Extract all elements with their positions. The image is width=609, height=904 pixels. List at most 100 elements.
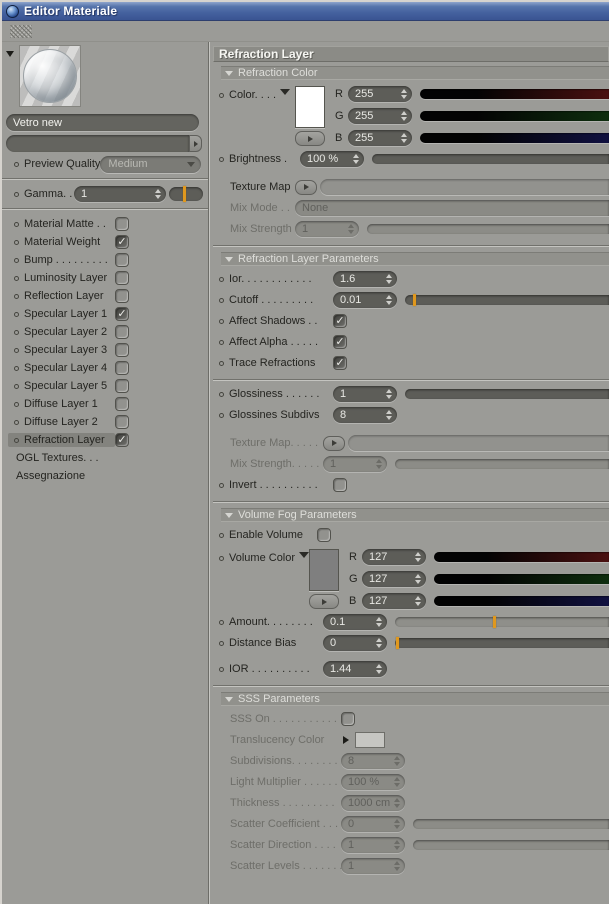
channel-label[interactable]: Material Weight	[24, 236, 101, 248]
amount-spinner[interactable]: 0.1	[323, 614, 387, 630]
channel-row-specular-layer-1[interactable]: Specular Layer 1	[2, 305, 208, 323]
channel-checkbox[interactable]	[115, 379, 129, 393]
green-spinner[interactable]: 255	[348, 108, 412, 124]
volume-green-slider[interactable]	[434, 574, 609, 584]
scatter-levels-spinner[interactable]: 1	[341, 858, 405, 874]
channel-row-diffuse-layer-1[interactable]: Diffuse Layer 1	[2, 395, 208, 413]
anim-dot-icon[interactable]	[14, 401, 19, 407]
material-preview[interactable]	[19, 45, 81, 107]
drag-grip-icon[interactable]	[10, 24, 32, 38]
anim-dot-icon[interactable]	[14, 437, 19, 443]
section-header-refraction-params[interactable]: Refraction Layer Parameters	[221, 252, 609, 266]
channel-label[interactable]: Specular Layer 3	[24, 344, 108, 356]
amount-slider[interactable]	[395, 616, 609, 628]
spinner-arrows-icon[interactable]	[376, 638, 382, 648]
spinner-arrows-icon[interactable]	[386, 295, 392, 305]
spinner-arrows-icon[interactable]	[386, 389, 392, 399]
anim-dot-icon[interactable]	[14, 239, 19, 245]
channel-row-material-weight[interactable]: Material Weight	[2, 233, 208, 251]
scatter-coefficient-spinner[interactable]: 0	[341, 816, 405, 832]
channel-checkbox[interactable]	[115, 217, 129, 231]
texture-arrow-button[interactable]	[295, 131, 325, 146]
channel-checkbox[interactable]	[115, 253, 129, 267]
anim-dot-icon[interactable]	[14, 311, 19, 317]
scatter-direction-slider[interactable]	[413, 840, 609, 850]
blue-spinner[interactable]: 255	[348, 130, 412, 146]
channel-row-specular-layer-2[interactable]: Specular Layer 2	[2, 323, 208, 341]
scatter-coefficient-slider[interactable]	[413, 819, 609, 829]
gamma-spinner[interactable]: 1	[74, 186, 166, 202]
volume-texture-arrow-button[interactable]	[309, 594, 339, 609]
channel-checkbox[interactable]	[115, 397, 129, 411]
anim-dot-icon[interactable]	[219, 532, 224, 538]
brightness-slider[interactable]	[372, 154, 609, 164]
panel-divider[interactable]	[208, 42, 210, 904]
spinner-arrows-icon[interactable]	[376, 664, 382, 674]
channel-checkbox[interactable]	[115, 307, 129, 321]
channel-row-reflection-layer[interactable]: Reflection Layer	[2, 287, 208, 305]
cutoff-slider-handle[interactable]	[413, 294, 417, 306]
distance-bias-slider-handle[interactable]	[396, 637, 399, 649]
channel-label[interactable]: Diffuse Layer 2	[24, 416, 98, 428]
spinner-arrows-icon[interactable]	[348, 224, 354, 234]
anim-dot-icon[interactable]	[14, 329, 19, 335]
channel-row-material-matte[interactable]: Material Matte . .	[2, 215, 208, 233]
glossines-subdivs-spinner[interactable]: 8	[333, 407, 397, 423]
channel-label[interactable]: Refraction Layer	[24, 434, 105, 446]
spinner-arrows-icon[interactable]	[415, 552, 421, 562]
channel-label[interactable]: Reflection Layer	[24, 290, 104, 302]
anim-dot-icon[interactable]	[219, 93, 224, 98]
gamma-slider[interactable]	[169, 186, 203, 202]
volume-color-swatch[interactable]	[309, 549, 339, 591]
anim-dot-icon[interactable]	[14, 221, 19, 227]
mix-strength2-slider[interactable]	[395, 459, 609, 469]
anim-dot-icon[interactable]	[219, 412, 224, 418]
distance-bias-slider[interactable]	[395, 637, 609, 649]
thickness-spinner[interactable]: 1000 cm	[341, 795, 405, 811]
color-mode-dropdown-icon[interactable]	[280, 89, 291, 95]
enable-volume-checkbox[interactable]	[317, 528, 331, 542]
light-multiplier-spinner[interactable]: 100 %	[341, 774, 405, 790]
blue-slider[interactable]	[420, 133, 609, 143]
channel-label[interactable]: Diffuse Layer 1	[24, 398, 98, 410]
anim-dot-icon[interactable]	[219, 619, 224, 625]
section-header-refraction-color[interactable]: Refraction Color	[221, 66, 609, 80]
sss-on-checkbox[interactable]	[341, 712, 355, 726]
invert-checkbox[interactable]	[333, 478, 347, 492]
spinner-arrows-icon[interactable]	[401, 133, 407, 143]
channel-label[interactable]: Specular Layer 4	[24, 362, 108, 374]
spinner-arrows-icon[interactable]	[401, 89, 407, 99]
anim-dot-icon[interactable]	[14, 161, 19, 167]
translucency-color-swatch[interactable]	[355, 732, 385, 748]
spinner-arrows-icon[interactable]	[376, 459, 382, 469]
section-header-sss[interactable]: SSS Parameters	[221, 692, 609, 706]
anim-dot-icon[interactable]	[14, 293, 19, 299]
anim-dot-icon[interactable]	[219, 276, 224, 282]
green-slider[interactable]	[420, 111, 609, 121]
color-swatch[interactable]	[295, 86, 325, 128]
spinner-arrows-icon[interactable]	[394, 819, 400, 829]
anim-dot-icon[interactable]	[14, 347, 19, 353]
cutoff-spinner[interactable]: 0.01	[333, 292, 397, 308]
channel-checkbox[interactable]	[115, 289, 129, 303]
anim-dot-icon[interactable]	[219, 339, 224, 345]
volume-red-spinner[interactable]: 127	[362, 549, 426, 565]
ior-spinner[interactable]: 1.6	[333, 271, 397, 287]
spinner-arrows-icon[interactable]	[386, 410, 392, 420]
preview-collapse-icon[interactable]	[6, 51, 14, 57]
anim-dot-icon[interactable]	[219, 391, 224, 397]
spinner-arrows-icon[interactable]	[394, 840, 400, 850]
texture-map-arrow-button[interactable]	[295, 179, 317, 195]
volume-blue-slider[interactable]	[434, 596, 609, 606]
titlebar[interactable]: Editor Materiale	[2, 2, 609, 21]
channel-row-specular-layer-5[interactable]: Specular Layer 5	[2, 377, 208, 395]
channel-row-luminosity-layer[interactable]: Luminosity Layer	[2, 269, 208, 287]
anim-dot-icon[interactable]	[14, 383, 19, 389]
spinner-arrows-icon[interactable]	[394, 756, 400, 766]
channel-label[interactable]: Material Matte . .	[24, 218, 106, 230]
spinner-arrows-icon[interactable]	[155, 189, 161, 199]
channel-label[interactable]: Luminosity Layer	[24, 272, 108, 284]
ogl-textures-label[interactable]: OGL Textures. . .	[16, 452, 99, 464]
anim-dot-icon[interactable]	[219, 360, 224, 366]
spinner-arrows-icon[interactable]	[415, 574, 421, 584]
